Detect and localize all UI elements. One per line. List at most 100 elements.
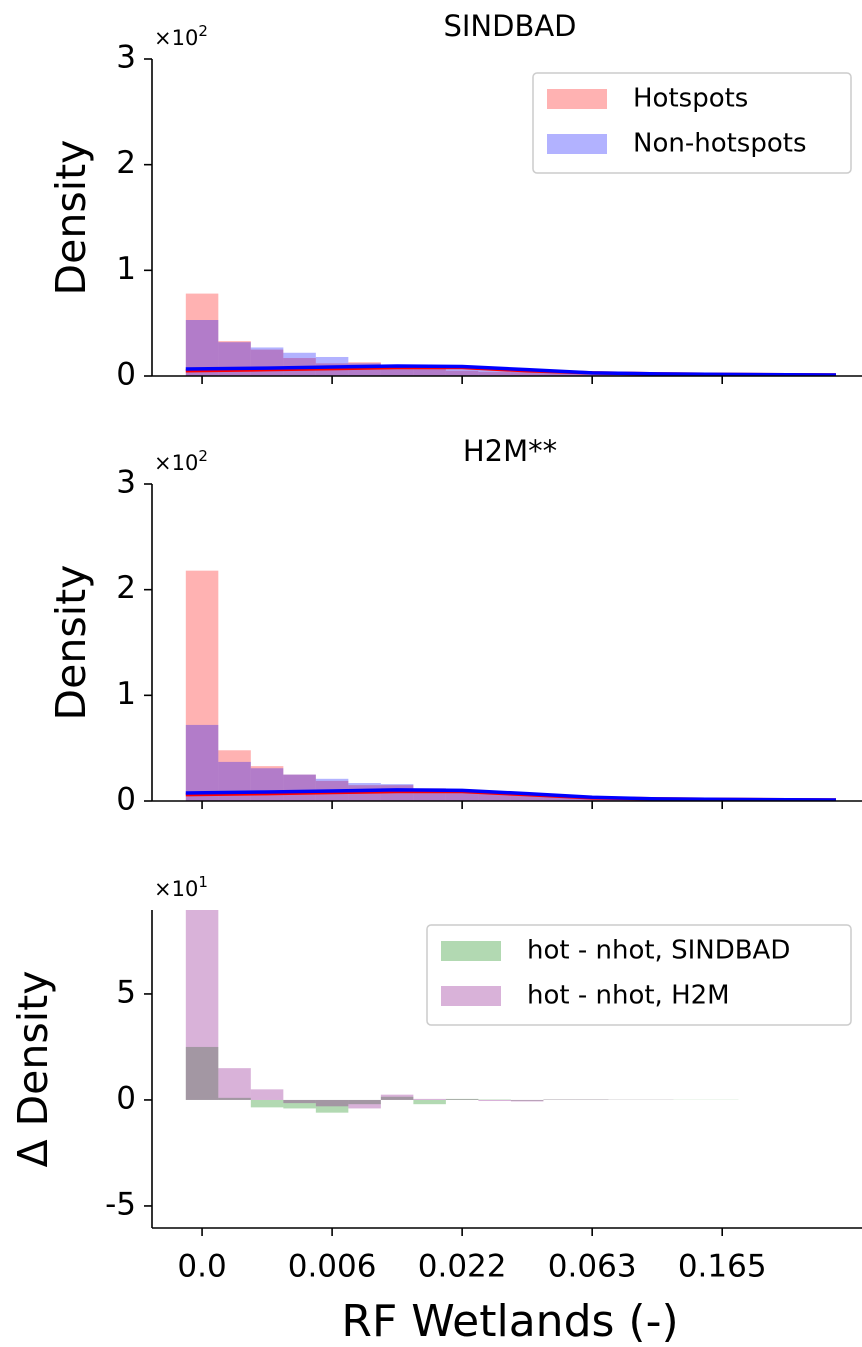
histogram-bar bbox=[348, 1099, 381, 1105]
histogram-bar bbox=[413, 367, 446, 376]
histogram-bar bbox=[445, 791, 479, 801]
offset-base: ×10 bbox=[154, 451, 198, 475]
legend-label: Non-hotspots bbox=[633, 129, 807, 159]
histogram-bar bbox=[478, 1099, 511, 1102]
legend-label: hot - nhot, SINDBAD bbox=[527, 936, 790, 966]
x-tick-label: 0.0 bbox=[177, 1249, 226, 1285]
offset-exponent: 2 bbox=[198, 447, 208, 465]
histogram-bar bbox=[478, 369, 511, 376]
legend: Hotspots Non-hotspots bbox=[532, 72, 852, 174]
legend-swatch bbox=[441, 941, 501, 961]
legend-swatch bbox=[547, 89, 607, 109]
offset-exponent: 1 bbox=[198, 873, 208, 891]
histogram-bar bbox=[283, 774, 316, 801]
histogram-bar bbox=[185, 570, 219, 801]
histogram-bar bbox=[445, 368, 479, 376]
histogram-bar bbox=[250, 1099, 284, 1108]
legend-label: Hotspots bbox=[633, 84, 748, 114]
histogram-bar bbox=[413, 1098, 446, 1100]
histogram-bar bbox=[445, 1099, 479, 1100]
y-axis-label: Density bbox=[47, 565, 95, 721]
y-tick-label: 0 bbox=[116, 357, 136, 393]
legend-swatch bbox=[547, 134, 607, 154]
x-tick-label: 0.006 bbox=[288, 1249, 377, 1285]
legend: hot - nhot, SINDBAD hot - nhot, H2M bbox=[426, 924, 852, 1026]
histogram-bar bbox=[185, 1046, 219, 1100]
histogram-bar bbox=[445, 1098, 479, 1100]
y-tick-label: 5 bbox=[116, 974, 136, 1010]
histogram-bar bbox=[185, 910, 219, 1100]
histogram-bar bbox=[413, 1099, 446, 1105]
y-tick-label: -5 bbox=[105, 1186, 136, 1222]
axis-offset-text: ×102 bbox=[154, 22, 208, 51]
histogram-bar bbox=[510, 794, 544, 801]
axis-offset-text: ×101 bbox=[154, 873, 208, 902]
histogram-bar bbox=[510, 794, 544, 801]
chart-title: SINDBAD bbox=[443, 9, 576, 43]
density-line bbox=[185, 364, 837, 376]
histogram-bar bbox=[185, 293, 219, 376]
histogram-bar bbox=[250, 768, 284, 801]
histogram-bar bbox=[510, 1099, 544, 1102]
offset-exponent: 2 bbox=[198, 22, 208, 40]
histogram-bar bbox=[185, 319, 219, 376]
histogram-bar bbox=[478, 793, 511, 801]
histogram-bar bbox=[380, 366, 414, 376]
y-tick-label: 3 bbox=[116, 40, 136, 76]
histogram-bar bbox=[315, 1099, 349, 1113]
legend-frame bbox=[426, 924, 852, 1026]
x-tick-label: 0.165 bbox=[678, 1249, 767, 1285]
y-axis-label: Density bbox=[47, 140, 95, 296]
histogram-bar bbox=[348, 1099, 381, 1109]
histogram-bar bbox=[478, 371, 511, 376]
y-tick-label: 1 bbox=[116, 676, 136, 712]
histogram-bar bbox=[445, 792, 479, 801]
x-tick-label: 0.022 bbox=[418, 1249, 507, 1285]
plot-area bbox=[185, 910, 739, 1113]
offset-base: ×10 bbox=[154, 26, 198, 50]
histogram-bar bbox=[250, 349, 284, 376]
histogram-bar bbox=[283, 1099, 316, 1109]
histogram-bar bbox=[380, 1094, 414, 1100]
histogram-bar bbox=[283, 352, 316, 376]
histogram-bar bbox=[283, 1099, 316, 1104]
legend-label: hot - nhot, H2M bbox=[527, 981, 730, 1011]
y-axis-label: Δ Density bbox=[9, 971, 57, 1168]
plot-area bbox=[185, 570, 837, 801]
y-tick-label: 1 bbox=[116, 251, 136, 287]
offset-base: ×10 bbox=[154, 877, 198, 901]
histogram-bar bbox=[543, 371, 576, 376]
y-tick-label: 0 bbox=[116, 782, 136, 818]
y-tick-label: 0 bbox=[116, 1080, 136, 1116]
histogram-bar bbox=[543, 372, 576, 376]
density-line bbox=[185, 788, 837, 801]
y-tick-label: 3 bbox=[116, 465, 136, 501]
histogram-bar bbox=[543, 795, 576, 801]
histogram-bar bbox=[478, 793, 511, 801]
histogram-bar bbox=[185, 724, 219, 801]
histogram-bar bbox=[218, 1068, 251, 1100]
histogram-bar bbox=[413, 368, 446, 376]
chart-title: H2M** bbox=[463, 434, 557, 468]
x-tick-label: 0.063 bbox=[548, 1249, 637, 1285]
histogram-bar bbox=[445, 370, 479, 376]
histogram-bar bbox=[543, 795, 576, 801]
plot-area bbox=[185, 293, 837, 376]
x-axis-label: RF Wetlands (-) bbox=[341, 1296, 678, 1347]
histogram-bar bbox=[510, 1099, 544, 1101]
histogram-bar bbox=[315, 1099, 349, 1107]
histogram-bar bbox=[218, 1097, 251, 1100]
histogram-bar bbox=[250, 1089, 284, 1100]
y-tick-label: 2 bbox=[116, 570, 136, 606]
histogram-bar bbox=[510, 371, 544, 376]
histogram-bar bbox=[283, 774, 316, 801]
histogram-bar bbox=[380, 367, 414, 376]
histogram-bar bbox=[380, 1096, 414, 1100]
legend-frame bbox=[532, 72, 852, 174]
histogram-bar bbox=[250, 347, 284, 376]
legend-swatch bbox=[441, 986, 501, 1006]
y-tick-label: 2 bbox=[116, 145, 136, 181]
axis-offset-text: ×102 bbox=[154, 447, 208, 476]
histogram-bar bbox=[510, 370, 544, 376]
